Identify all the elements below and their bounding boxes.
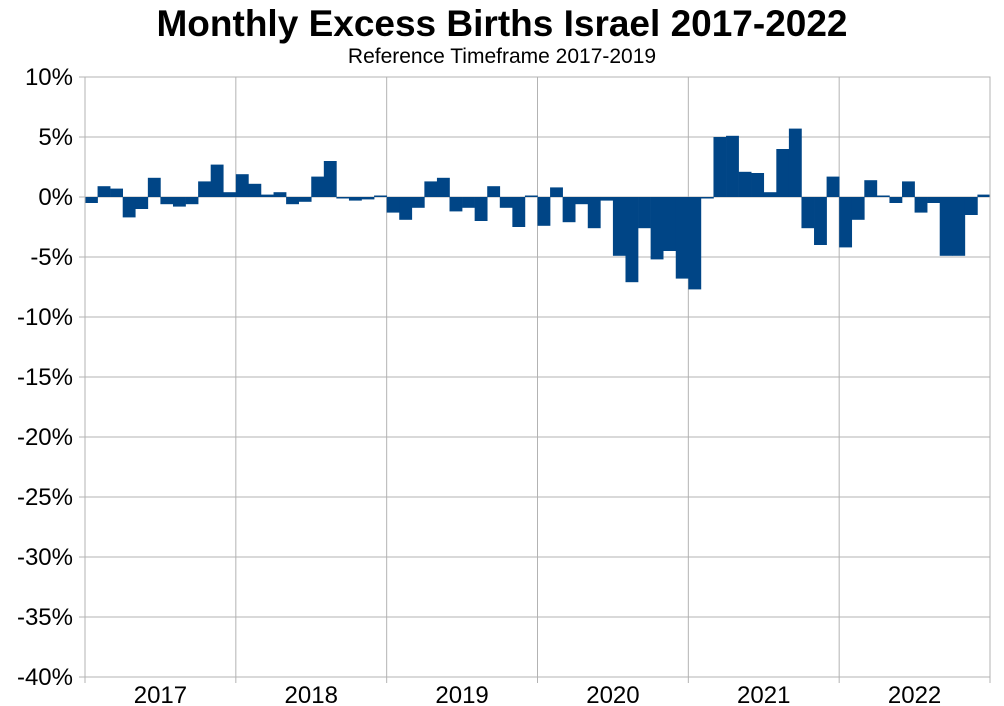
bar [235, 174, 249, 197]
bar [474, 197, 488, 221]
bar [927, 197, 941, 203]
bar [776, 149, 790, 197]
bar [122, 197, 136, 218]
bar [147, 177, 161, 197]
y-tick-label: -10% [17, 304, 73, 331]
y-tick-label: -40% [17, 664, 73, 691]
x-tick-label: 2020 [586, 682, 639, 706]
bar [487, 186, 501, 197]
bar [562, 197, 576, 223]
bar [713, 137, 727, 197]
bar [902, 181, 915, 197]
bar [814, 197, 827, 245]
bars [85, 128, 991, 290]
bar [575, 197, 589, 205]
bar [788, 128, 802, 197]
chart-title: Monthly Excess Births Israel 2017-2022 [156, 3, 848, 44]
bar [650, 197, 664, 260]
bar [550, 187, 563, 197]
bar [914, 197, 928, 213]
bar [964, 197, 978, 215]
bar [311, 176, 325, 197]
tick-labels: 10% 5% 0% -5% -10% -15% -20% -25% -30% -35% -40% 20… [17, 64, 941, 706]
axes [79, 76, 991, 683]
bar [198, 181, 211, 197]
bar [977, 194, 991, 197]
bar [801, 197, 815, 229]
bar [223, 192, 237, 197]
x-tick-label: 2021 [737, 682, 790, 706]
y-tick-label: 0% [38, 184, 73, 211]
bar [826, 176, 840, 197]
bar [336, 197, 350, 199]
chart-subtitle: Reference Timeframe 2017-2019 [347, 45, 657, 68]
bar [462, 197, 475, 208]
x-tick-label: 2019 [435, 682, 488, 706]
bar [110, 188, 124, 197]
y-tick-label: 5% [38, 124, 73, 151]
bar [436, 177, 450, 197]
bar [386, 197, 400, 213]
x-tick-label: 2018 [285, 682, 338, 706]
bar [424, 181, 438, 197]
y-tick-label: -5% [30, 244, 73, 271]
bar [260, 194, 274, 197]
bar [172, 197, 186, 207]
bar [738, 171, 752, 197]
bar [286, 197, 299, 205]
bar [876, 195, 890, 197]
bar [374, 195, 387, 197]
x-tick-label: 2017 [134, 682, 187, 706]
bar [135, 197, 149, 209]
bar [348, 197, 362, 201]
bar [939, 197, 953, 256]
bar [726, 135, 739, 197]
bar [185, 197, 199, 205]
bar [625, 197, 639, 283]
bar [399, 197, 413, 220]
bar [85, 197, 98, 203]
bar [889, 197, 903, 203]
bar [663, 197, 677, 251]
bar [449, 197, 463, 212]
y-tick-label: -25% [17, 484, 73, 511]
bar [851, 197, 865, 220]
bar [97, 186, 111, 197]
bar [323, 161, 337, 197]
plot-frame [84, 76, 991, 678]
bar [512, 197, 526, 227]
bar [864, 180, 878, 197]
bar [600, 197, 614, 201]
bar [160, 197, 174, 205]
bar [638, 197, 651, 229]
bar [700, 197, 714, 199]
y-tick-label: 10% [25, 64, 73, 91]
bar [688, 197, 702, 290]
bar [763, 192, 777, 197]
y-tick-label: -20% [17, 424, 73, 451]
bar [952, 197, 966, 256]
bar [587, 197, 601, 229]
x-tick-label: 2022 [888, 682, 941, 706]
bar [537, 197, 551, 226]
bar [524, 195, 538, 197]
bar [675, 197, 689, 279]
bar [612, 197, 626, 256]
bar [499, 197, 513, 208]
bar [273, 192, 287, 197]
bar [361, 197, 375, 200]
bar [248, 183, 262, 197]
bar [210, 164, 224, 197]
bar [411, 197, 425, 208]
bar [751, 173, 765, 197]
bar [298, 197, 312, 202]
y-tick-label: -35% [17, 604, 73, 631]
y-tick-label: -15% [17, 364, 73, 391]
y-tick-label: -30% [17, 544, 73, 571]
bar [839, 197, 853, 248]
